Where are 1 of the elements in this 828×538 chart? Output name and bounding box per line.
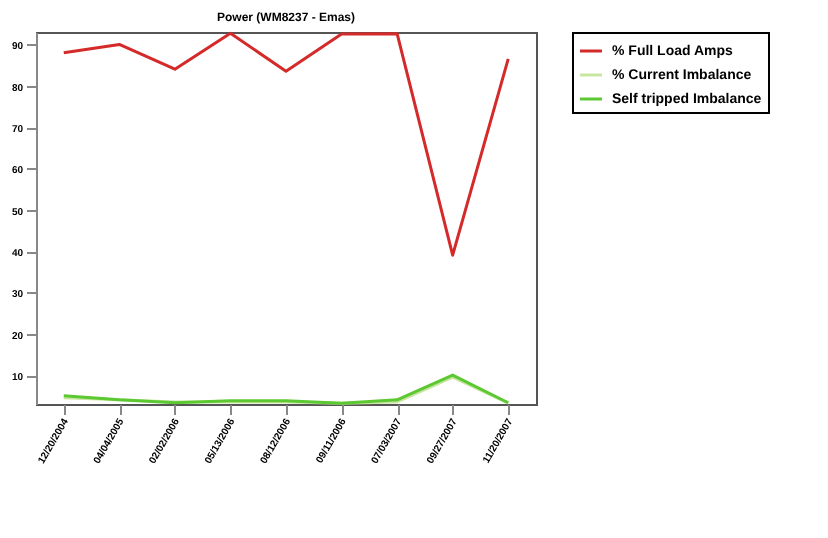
- line-series: [62, 31, 510, 257]
